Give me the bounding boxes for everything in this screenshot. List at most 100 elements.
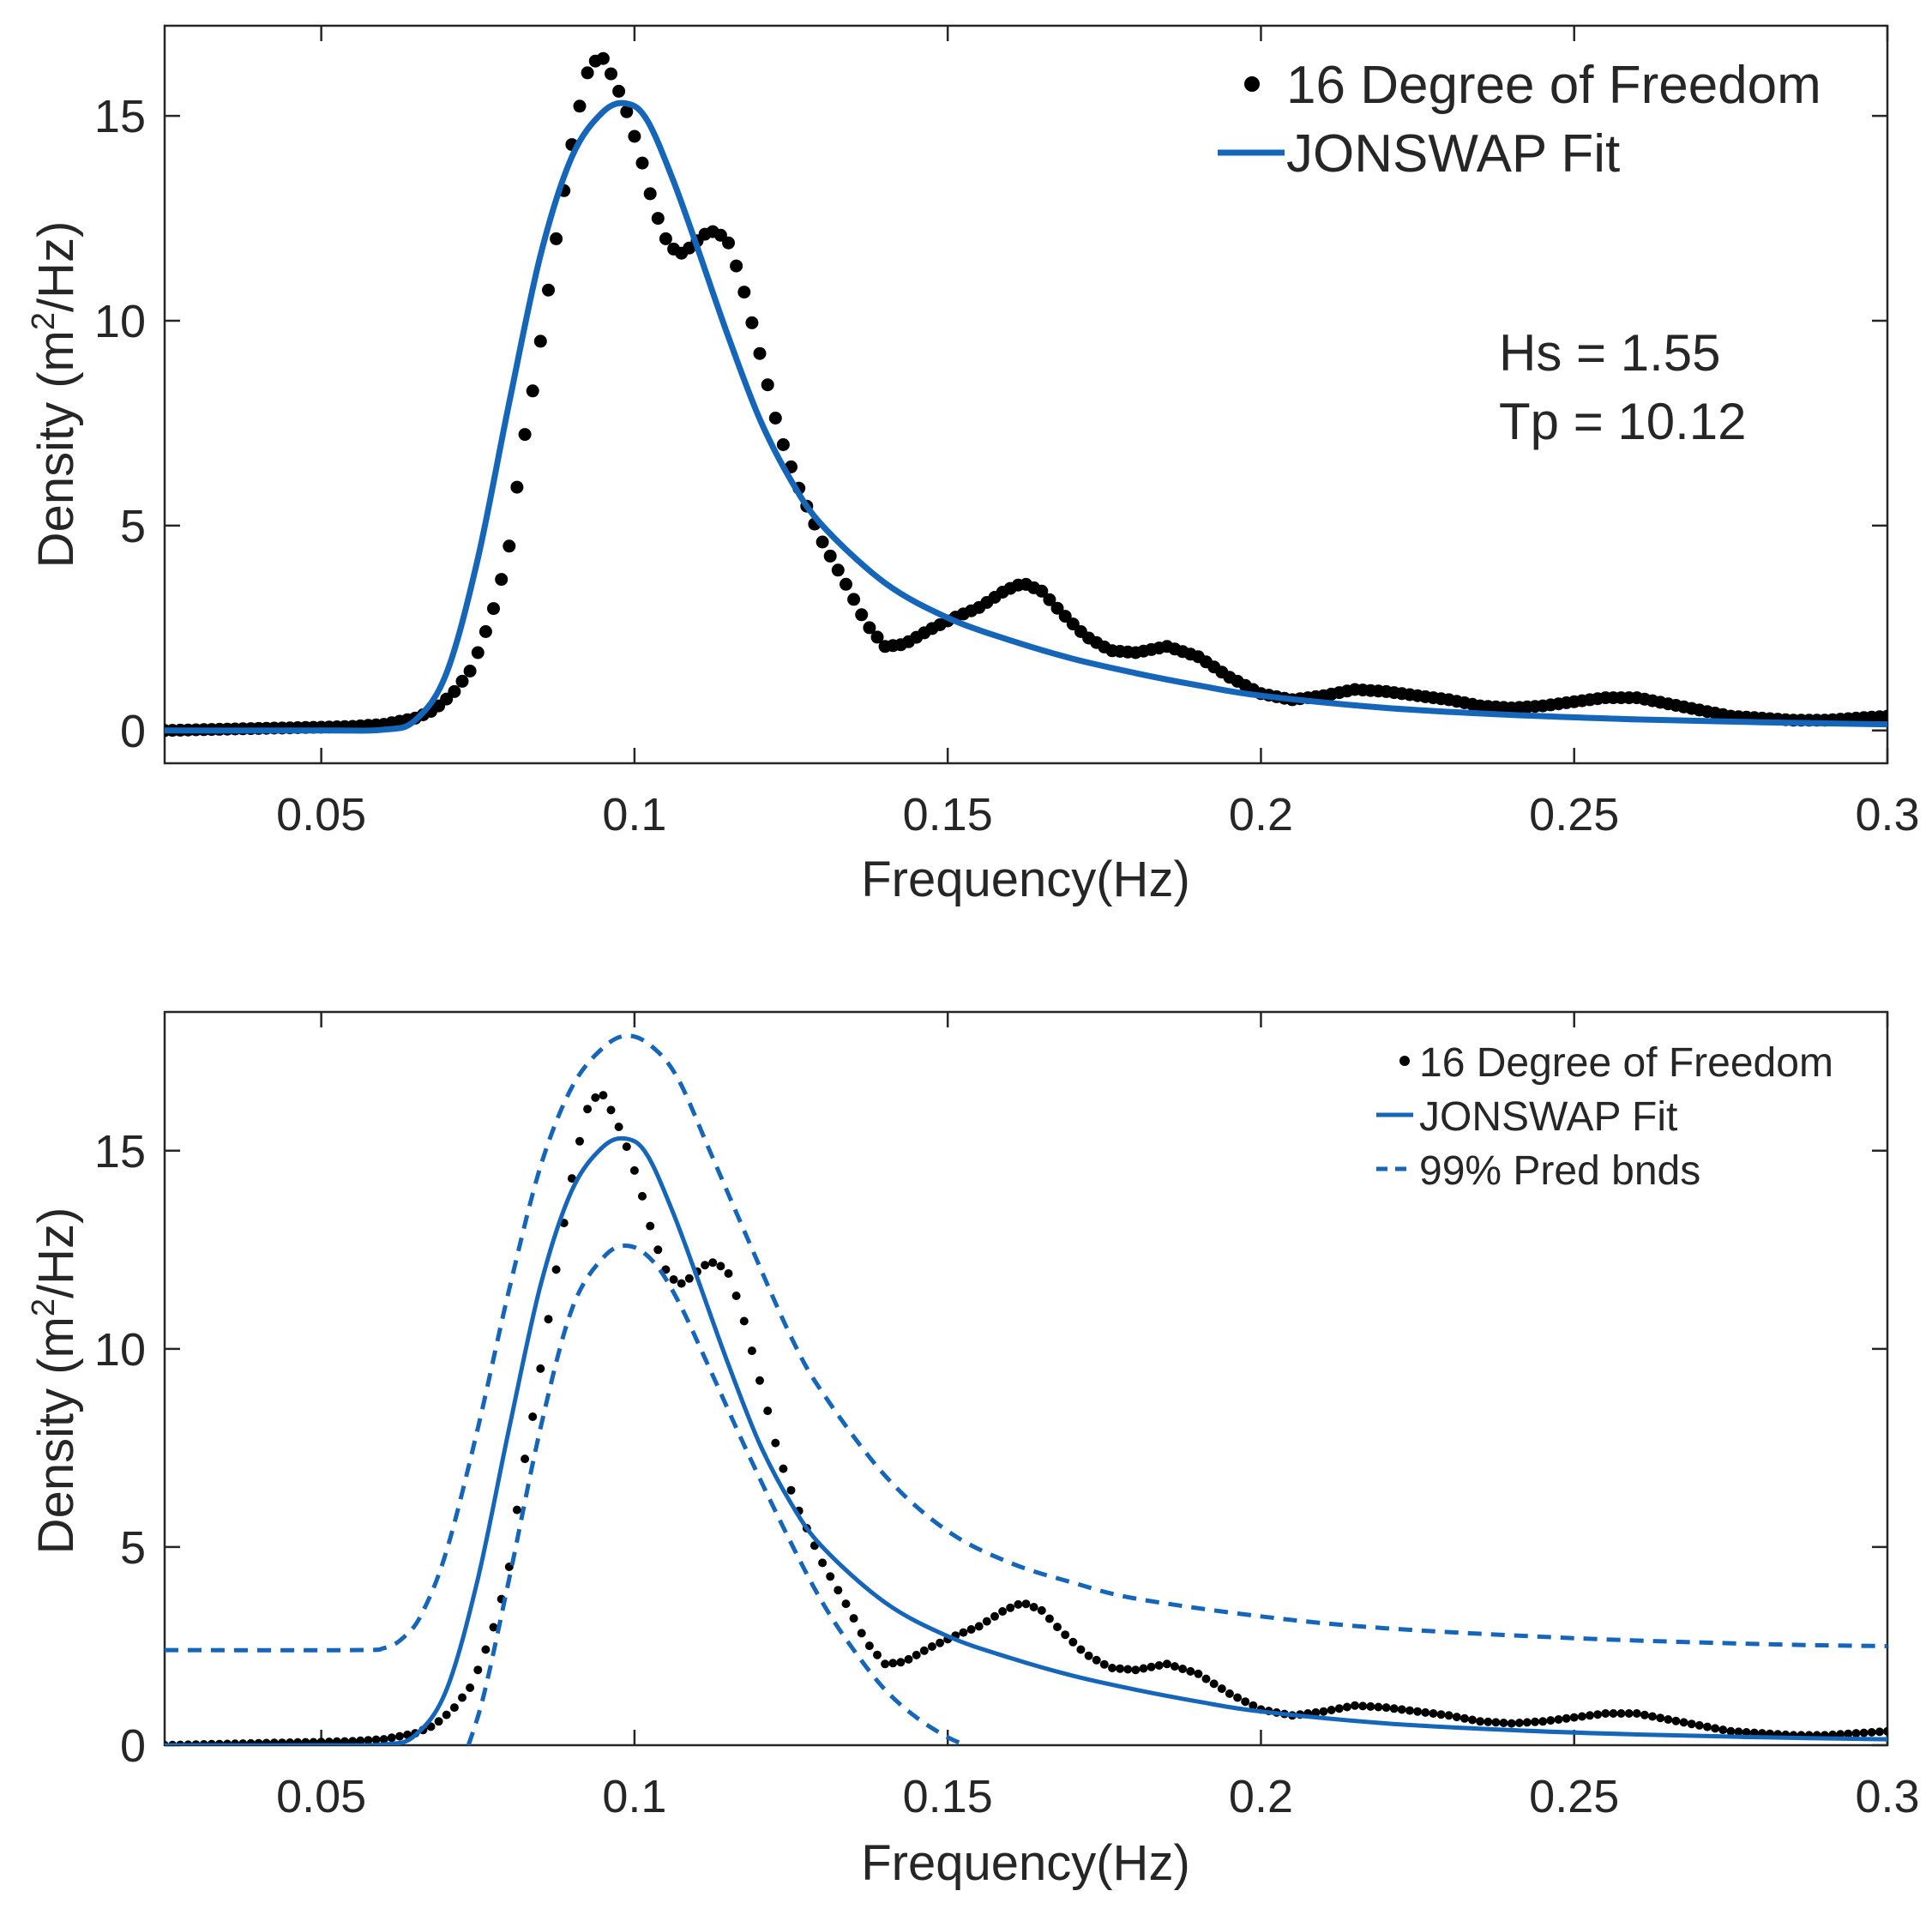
- series-layer-top: [165, 51, 1887, 738]
- data-point: [1742, 1728, 1751, 1737]
- data-point: [599, 1091, 608, 1100]
- data-point: [677, 1279, 686, 1288]
- data-point: [716, 1262, 725, 1271]
- data-point: [1084, 1651, 1093, 1660]
- data-point: [1389, 1704, 1399, 1713]
- data-point: [1452, 1713, 1461, 1722]
- data-point: [1050, 601, 1064, 615]
- legend-label-fit-top: JONSWAP Fit: [1286, 124, 1620, 184]
- data-point: [1867, 1728, 1876, 1737]
- data-point: [1514, 1719, 1524, 1727]
- data-point: [966, 1625, 976, 1634]
- data-point: [1068, 1637, 1078, 1647]
- data-point: [518, 428, 532, 442]
- data-point: [573, 99, 587, 113]
- data-point: [1405, 1706, 1414, 1715]
- data-point: [1436, 1710, 1446, 1719]
- data-point: [348, 1737, 358, 1745]
- y-tick-label-top: 0: [120, 706, 146, 757]
- data-point: [761, 378, 774, 392]
- data-point: [533, 334, 547, 348]
- data-point: [1061, 1630, 1070, 1640]
- data-point: [495, 573, 509, 587]
- data-point: [583, 1105, 593, 1114]
- data-point: [786, 1485, 796, 1495]
- data-point: [1006, 1603, 1015, 1612]
- data-point: [1374, 1702, 1383, 1712]
- data-point: [659, 232, 672, 245]
- data-point: [1881, 709, 1887, 723]
- data-point: [1671, 1716, 1681, 1725]
- data-point: [605, 67, 617, 81]
- data-point: [1194, 1669, 1203, 1678]
- plot-area-bottom: [163, 1010, 1889, 1747]
- legend-label-bnds-bottom: 99% Pred bnds: [1419, 1148, 1700, 1194]
- legend-bottom: 16 Degree of Freedom JONSWAP Fit 99% Pre…: [1376, 1040, 1833, 1194]
- data-point: [1029, 1603, 1038, 1611]
- data-point: [481, 1645, 491, 1654]
- data-point: [763, 1406, 773, 1416]
- data-point: [503, 539, 516, 553]
- series-jonswap-fit-bottom: [165, 1135, 1887, 1745]
- data-point: [745, 316, 759, 329]
- data-point: [521, 1454, 530, 1464]
- legend-label-fit-bottom: JONSWAP Fit: [1419, 1094, 1677, 1140]
- data-point: [669, 1275, 678, 1284]
- data-point: [442, 1710, 451, 1719]
- x-tick-label-bottom: 0.15: [903, 1771, 993, 1822]
- data-point: [1476, 1717, 1485, 1726]
- data-point: [550, 232, 563, 245]
- data-point: [857, 1629, 866, 1638]
- data-point: [1334, 1704, 1344, 1713]
- data-point: [1554, 1715, 1563, 1724]
- data-point: [536, 1364, 545, 1373]
- data-point: [1484, 1717, 1493, 1726]
- data-point: [651, 212, 665, 226]
- data-point: [919, 1646, 929, 1655]
- data-point: [1499, 1719, 1508, 1727]
- data-point: [1311, 1707, 1321, 1717]
- data-point: [1718, 1725, 1728, 1735]
- data-point: [448, 684, 461, 698]
- data-point: [512, 1505, 521, 1515]
- data-point: [1694, 1720, 1704, 1730]
- data-point: [1366, 1701, 1375, 1711]
- data-point: [1844, 1729, 1853, 1738]
- data-point: [395, 1731, 404, 1741]
- data-point: [990, 1611, 999, 1621]
- data-point: [831, 563, 845, 577]
- data-point: [575, 1136, 584, 1146]
- data-point: [449, 1703, 459, 1713]
- data-point: [864, 1641, 874, 1651]
- data-point: [379, 1735, 388, 1744]
- x-tick-label-bottom: 0.1: [602, 1771, 666, 1822]
- y-tick-label-bottom: 15: [94, 1126, 146, 1177]
- data-point: [849, 1614, 858, 1623]
- x-axis-title-bottom: Frequency(Hz): [861, 1835, 1190, 1891]
- data-point: [731, 1292, 741, 1300]
- data-point: [1043, 593, 1056, 606]
- ticks-top: [165, 26, 1889, 763]
- data-point: [1875, 1727, 1884, 1737]
- data-point: [471, 646, 485, 659]
- tick-labels-bottom: 0.05 0.1 0.15 0.2 0.25 0.3 0 5 10 15: [94, 1126, 1920, 1822]
- data-point: [936, 1638, 945, 1647]
- annotation-tp: Tp = 10.12: [1499, 393, 1747, 450]
- data-point: [1154, 1661, 1164, 1670]
- data-point: [1116, 1664, 1125, 1673]
- data-point: [614, 1123, 623, 1131]
- data-point: [1209, 1679, 1219, 1689]
- data-point: [912, 1650, 921, 1659]
- data-point: [629, 1165, 639, 1175]
- data-point: [768, 412, 782, 425]
- data-point: [974, 1622, 984, 1631]
- data-point: [466, 1683, 475, 1692]
- data-point: [1640, 1710, 1649, 1719]
- data-point: [1014, 1599, 1023, 1609]
- data-point: [1147, 1662, 1156, 1671]
- data-point: [1162, 1659, 1171, 1669]
- data-point: [1491, 1718, 1501, 1727]
- x-axis-title-top: Frequency(Hz): [861, 852, 1190, 907]
- data-point: [1522, 1718, 1532, 1727]
